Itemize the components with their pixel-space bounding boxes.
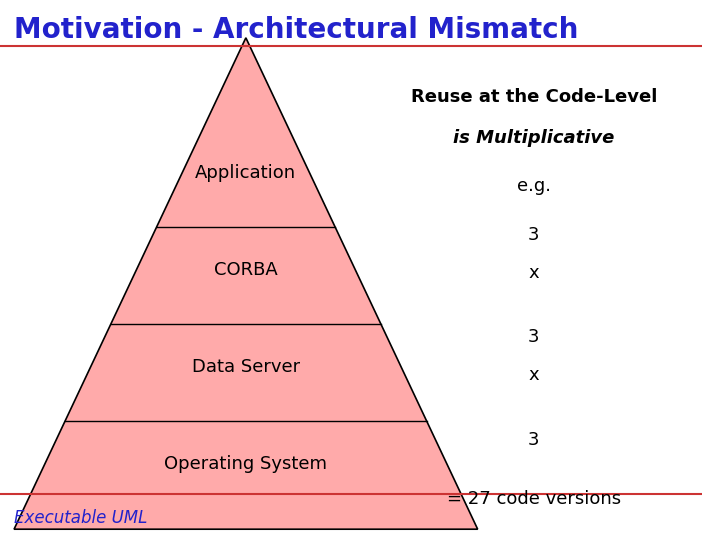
Polygon shape: [14, 38, 477, 529]
Text: Executable UML: Executable UML: [14, 509, 148, 528]
Text: 3: 3: [528, 328, 539, 347]
Text: Application: Application: [195, 164, 297, 182]
Text: Operating System: Operating System: [164, 455, 328, 474]
Text: x: x: [528, 264, 539, 282]
Text: is Multiplicative: is Multiplicative: [453, 129, 615, 147]
Text: = 27 code versions: = 27 code versions: [447, 490, 621, 509]
Text: Motivation - Architectural Mismatch: Motivation - Architectural Mismatch: [14, 16, 578, 44]
Text: Reuse at the Code-Level: Reuse at the Code-Level: [410, 88, 657, 106]
Text: 3: 3: [528, 226, 539, 244]
Text: CORBA: CORBA: [214, 261, 278, 279]
Text: 3: 3: [528, 431, 539, 449]
Text: e.g.: e.g.: [517, 177, 551, 195]
Text: x: x: [528, 366, 539, 384]
Text: Data Server: Data Server: [192, 358, 300, 376]
